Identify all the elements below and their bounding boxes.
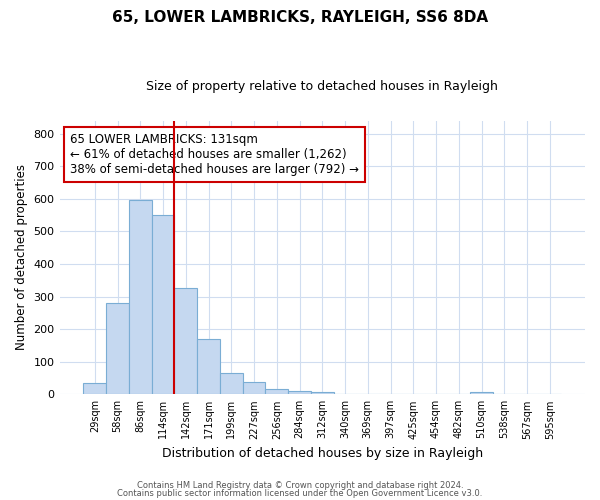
Bar — [175, 288, 197, 395]
Y-axis label: Number of detached properties: Number of detached properties — [15, 164, 28, 350]
Bar — [311, 392, 334, 394]
Bar — [242, 382, 265, 394]
Bar — [129, 200, 152, 394]
Title: Size of property relative to detached houses in Rayleigh: Size of property relative to detached ho… — [146, 80, 498, 93]
Bar — [152, 215, 175, 394]
Text: 65 LOWER LAMBRICKS: 131sqm
← 61% of detached houses are smaller (1,262)
38% of s: 65 LOWER LAMBRICKS: 131sqm ← 61% of deta… — [70, 133, 359, 176]
Bar — [106, 303, 129, 394]
Bar — [220, 373, 242, 394]
Bar — [265, 390, 288, 394]
Text: Contains public sector information licensed under the Open Government Licence v3: Contains public sector information licen… — [118, 488, 482, 498]
X-axis label: Distribution of detached houses by size in Rayleigh: Distribution of detached houses by size … — [162, 447, 483, 460]
Text: 65, LOWER LAMBRICKS, RAYLEIGH, SS6 8DA: 65, LOWER LAMBRICKS, RAYLEIGH, SS6 8DA — [112, 10, 488, 25]
Text: Contains HM Land Registry data © Crown copyright and database right 2024.: Contains HM Land Registry data © Crown c… — [137, 481, 463, 490]
Bar — [470, 392, 493, 394]
Bar — [288, 391, 311, 394]
Bar — [197, 339, 220, 394]
Bar — [83, 383, 106, 394]
